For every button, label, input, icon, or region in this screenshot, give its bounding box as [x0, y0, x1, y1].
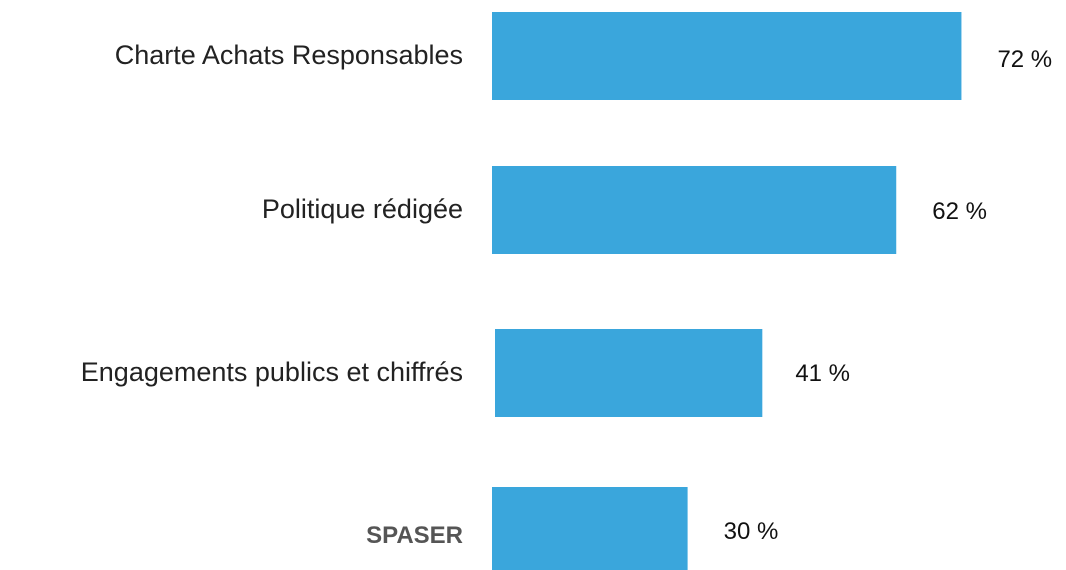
bar-3	[495, 329, 763, 417]
bar-1	[492, 12, 962, 100]
category-label: Charte Achats Responsables	[115, 40, 463, 70]
bar-4	[492, 487, 688, 570]
value-label: 62 %	[932, 198, 987, 225]
value-label: 30 %	[724, 518, 779, 545]
category-label: Politique rédigée	[262, 194, 463, 224]
category-label: Engagements publics et chiffrés	[81, 357, 463, 387]
category-label: SPASER	[366, 522, 463, 549]
value-label: 72 %	[997, 46, 1052, 73]
bar-2	[492, 166, 897, 254]
value-label: 41 %	[795, 360, 850, 387]
